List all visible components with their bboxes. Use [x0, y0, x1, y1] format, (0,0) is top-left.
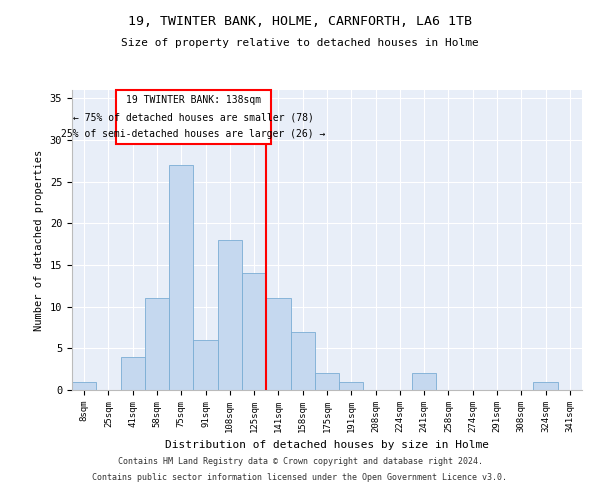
Text: ← 75% of detached houses are smaller (78): ← 75% of detached houses are smaller (78…	[73, 112, 314, 122]
Bar	[72, 382, 96, 390]
Text: Contains HM Land Registry data © Crown copyright and database right 2024.: Contains HM Land Registry data © Crown c…	[118, 458, 482, 466]
Bar	[266, 298, 290, 390]
Bar	[242, 274, 266, 390]
Text: 25% of semi-detached houses are larger (26) →: 25% of semi-detached houses are larger (…	[61, 130, 326, 140]
Bar	[533, 382, 558, 390]
X-axis label: Distribution of detached houses by size in Holme: Distribution of detached houses by size …	[165, 440, 489, 450]
Text: Contains public sector information licensed under the Open Government Licence v3: Contains public sector information licen…	[92, 472, 508, 482]
Text: Size of property relative to detached houses in Holme: Size of property relative to detached ho…	[121, 38, 479, 48]
Bar	[315, 374, 339, 390]
Bar	[290, 332, 315, 390]
Bar	[145, 298, 169, 390]
Bar	[116, 90, 271, 144]
Text: 19, TWINTER BANK, HOLME, CARNFORTH, LA6 1TB: 19, TWINTER BANK, HOLME, CARNFORTH, LA6 …	[128, 15, 472, 28]
Bar	[339, 382, 364, 390]
Y-axis label: Number of detached properties: Number of detached properties	[34, 150, 44, 330]
Bar	[169, 165, 193, 390]
Bar	[121, 356, 145, 390]
Bar	[193, 340, 218, 390]
Bar	[412, 374, 436, 390]
Bar	[218, 240, 242, 390]
Text: 19 TWINTER BANK: 138sqm: 19 TWINTER BANK: 138sqm	[126, 95, 261, 105]
